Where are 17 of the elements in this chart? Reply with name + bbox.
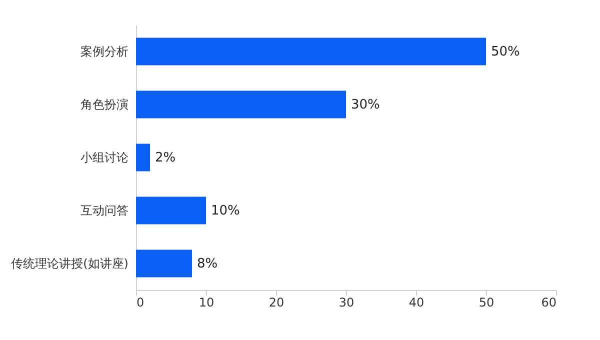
data-label: 8%: [197, 256, 218, 272]
x-tick-label: 40: [408, 296, 424, 310]
y-tick-label: 传统理论讲授(如讲座): [11, 256, 128, 270]
data-label: 2%: [155, 150, 176, 166]
x-tick-label: 50: [478, 296, 494, 310]
y-tick-label: 互动问答: [80, 204, 128, 218]
x-tick-label: 20: [268, 296, 284, 310]
y-tick-label: 小组讨论: [80, 150, 128, 164]
data-label: 30%: [351, 98, 380, 112]
data-label: 50%: [491, 44, 520, 60]
data-label: 10%: [211, 204, 240, 218]
y-tick-label: 角色扮演: [80, 98, 128, 112]
x-tick-label: 0: [136, 296, 144, 310]
y-tick-label: 案例分析: [80, 44, 128, 58]
x-tick-label: 30: [338, 296, 354, 310]
x-tick-label: 60: [541, 296, 556, 310]
x-tick-label: 10: [198, 296, 214, 310]
